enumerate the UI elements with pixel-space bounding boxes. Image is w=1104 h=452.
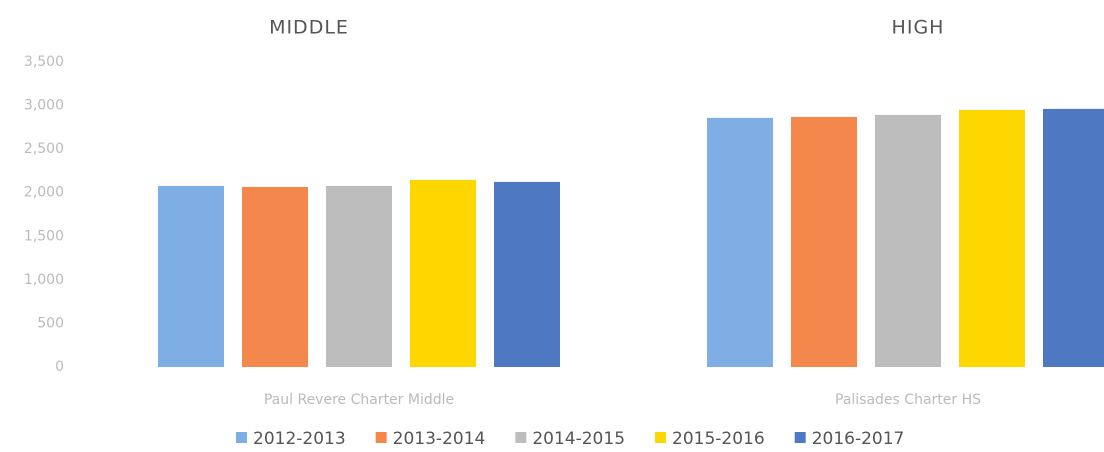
legend-swatch — [515, 432, 527, 443]
x-tick-label: Palisades Charter HS — [835, 392, 981, 408]
y-tick-label: 2,500 — [24, 141, 64, 157]
bar — [1043, 108, 1104, 367]
legend-label: 2012-2013 — [253, 429, 346, 449]
bar — [410, 179, 476, 367]
bar — [158, 185, 224, 367]
y-tick-label: 0 — [55, 359, 64, 375]
legend-swatch — [794, 432, 806, 443]
bar — [326, 185, 392, 367]
bar — [875, 114, 941, 367]
bar — [791, 116, 857, 368]
y-tick-label: 1,500 — [24, 228, 64, 244]
chart-title: HIGH — [892, 17, 945, 39]
y-tick-label: 2,000 — [24, 185, 64, 201]
y-tick-label: 3,000 — [24, 98, 64, 114]
y-tick-label: 3,500 — [24, 54, 64, 70]
legend-swatch — [236, 432, 247, 443]
y-tick-label: 500 — [37, 315, 64, 331]
bar — [494, 181, 560, 367]
legend-label: 2015-2016 — [672, 429, 765, 449]
bar — [959, 109, 1025, 367]
legend-label: 2014-2015 — [532, 429, 625, 449]
x-tick-label: Paul Revere Charter Middle — [264, 392, 454, 408]
legend-swatch — [655, 432, 667, 443]
bar — [242, 186, 308, 367]
y-tick-label: 1,000 — [24, 272, 64, 288]
legend-label: 2016-2017 — [812, 429, 905, 449]
legend-label: 2013-2014 — [393, 429, 486, 449]
bar — [707, 117, 773, 367]
legend-swatch — [375, 432, 387, 443]
chart-title: MIDDLE — [269, 17, 349, 39]
